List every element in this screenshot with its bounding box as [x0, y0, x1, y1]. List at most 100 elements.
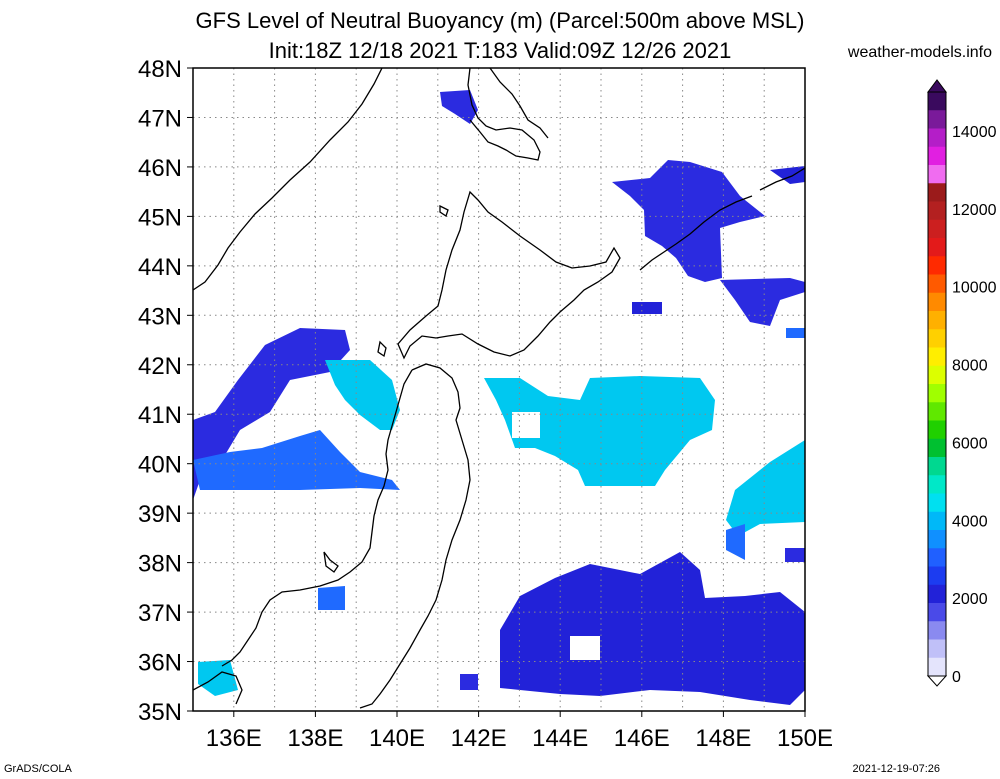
colorbar-swatch [928, 347, 946, 367]
colorbar-swatch [928, 219, 946, 239]
colorbar-swatch [928, 146, 946, 166]
footer-software-label: GrADS/COLA [4, 763, 72, 775]
map-frame [192, 67, 806, 712]
colorbar-swatch [928, 201, 946, 221]
coastline-west-japan [193, 671, 243, 705]
longitude-label: 142E [451, 725, 507, 752]
latitude-label: 35N [138, 699, 182, 726]
latitude-label: 48N [138, 56, 182, 83]
colorbar-label: 14000 [952, 124, 997, 141]
colorbar-swatch [928, 603, 946, 622]
colorbar-frame [927, 91, 947, 677]
coastline-island-okushiri [377, 340, 387, 358]
colorbar-label: 0 [952, 669, 961, 686]
colorbar-swatch [928, 457, 946, 476]
buoyancy-patch [726, 440, 805, 536]
buoyancy-patch [786, 328, 805, 338]
buoyancy-patch [785, 548, 805, 562]
colorbar-swatch [928, 311, 946, 330]
colorbar-swatch [928, 110, 946, 129]
buoyancy-patch [726, 524, 745, 560]
buoyancy-gap [512, 412, 540, 438]
colorbar-swatch [928, 621, 946, 640]
coastline-kurils [639, 167, 805, 271]
colorbar-swatch [928, 183, 946, 202]
colorbar-swatch [928, 92, 946, 111]
colorbar: 14000 12000 10000 8000 6000 4000 2000 0 [926, 79, 997, 687]
colorbar-swatch [928, 165, 946, 184]
coastline-sakhalin [467, 68, 549, 161]
colorbar-label: 4000 [952, 513, 988, 530]
colorbar-swatch [928, 274, 946, 294]
colorbar-bottom-arrow [926, 675, 948, 687]
latitude-label: 41N [138, 402, 182, 429]
buoyancy-patch [193, 328, 350, 500]
colorbar-swatch [928, 548, 946, 567]
buoyancy-patch [484, 376, 715, 486]
coastline-hokkaido [397, 190, 621, 360]
colorbar-swatch [928, 639, 946, 659]
latitude-label: 43N [138, 303, 182, 330]
buoyancy-field [193, 90, 805, 705]
longitude-label: 144E [532, 725, 588, 752]
longitude-labels: 136E 138E 140E 142E 144E 146E 148E 150E [206, 711, 833, 752]
site-label: weather-models.info [847, 44, 992, 61]
coastline-island-rishiri [439, 204, 449, 218]
longitude-label: 146E [614, 725, 670, 752]
colorbar-swatch [928, 256, 946, 275]
colorbar-swatch [928, 402, 946, 421]
colorbar-swatch [928, 420, 946, 440]
latitude-label: 45N [138, 204, 182, 231]
colorbar-label: 8000 [952, 358, 988, 375]
chart-title: GFS Level of Neutral Buoyancy (m) (Parce… [195, 8, 805, 33]
coastline-honshu [221, 363, 471, 709]
buoyancy-patch [500, 552, 805, 705]
buoyancy-patch [632, 302, 662, 314]
latitude-label: 40N [138, 452, 182, 479]
colorbar-swatch [928, 566, 946, 586]
coastline-mainland [193, 68, 383, 291]
colorbar-swatch [928, 238, 946, 257]
buoyancy-patch [198, 660, 238, 696]
colorbar-swatch [928, 530, 946, 549]
longitude-label: 140E [369, 725, 425, 752]
latitude-label: 38N [138, 551, 182, 578]
colorbar-label: 2000 [952, 591, 988, 608]
latitude-label: 39N [138, 501, 182, 528]
colorbar-label: 10000 [952, 280, 997, 297]
colorbar-swatch [928, 475, 946, 494]
colorbar-swatch [928, 511, 946, 531]
buoyancy-patch [193, 430, 400, 490]
buoyancy-patch [460, 674, 478, 690]
colorbar-swatch [928, 365, 946, 385]
colorbar-swatch [928, 128, 946, 148]
buoyancy-gap [570, 636, 600, 660]
buoyancy-patch [325, 360, 400, 430]
latitude-label: 46N [138, 155, 182, 182]
colorbar-label: 12000 [952, 202, 997, 219]
colorbar-swatch [928, 292, 946, 312]
longitude-label: 148E [695, 725, 751, 752]
latitude-labels: 48N 47N 46N 45N 44N 43N 42N 41N 40N 39N 38N 37N 36N 3… [138, 56, 193, 726]
buoyancy-patch [770, 166, 805, 184]
colorbar-swatch [928, 493, 946, 513]
colorbar-swatch [928, 584, 946, 604]
colorbar-swatch [928, 384, 946, 403]
colorbar-swatch [928, 657, 946, 677]
buoyancy-patch [720, 278, 805, 326]
colorbar-swatch [928, 329, 946, 348]
buoyancy-patch [440, 90, 478, 124]
coastline-island-sado [323, 551, 339, 573]
buoyancy-patch [318, 586, 345, 610]
buoyancy-patch [612, 160, 765, 282]
coastline [193, 68, 805, 709]
footer-timestamp: 2021-12-19-07:26 [852, 763, 940, 775]
colorbar-label: 6000 [952, 435, 988, 452]
latitude-label: 36N [138, 650, 182, 677]
latitude-label: 37N [138, 600, 182, 627]
longitude-label: 138E [287, 725, 343, 752]
longitude-label: 136E [206, 725, 262, 752]
colorbar-top-arrow [927, 79, 947, 93]
chart-subtitle: Init:18Z 12/18 2021 T:183 Valid:09Z 12/2… [268, 38, 732, 63]
